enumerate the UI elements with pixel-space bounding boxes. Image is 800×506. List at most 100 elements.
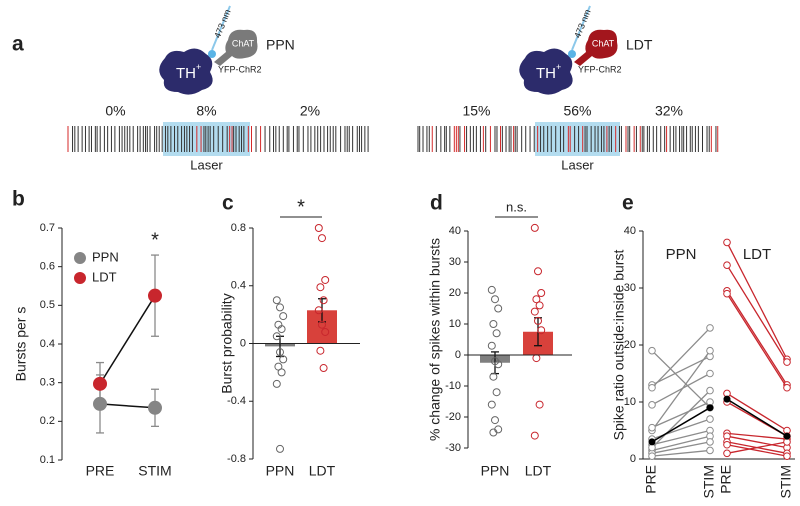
mean-point — [723, 395, 731, 403]
pair-line — [726, 242, 788, 360]
laser-window — [163, 122, 250, 156]
y-tick-label: 0 — [630, 453, 636, 465]
data-point — [783, 452, 791, 460]
data-point — [537, 326, 546, 335]
y-tick-label: 20 — [449, 287, 461, 299]
chat-cell — [574, 29, 618, 66]
percentage: 15% — [462, 103, 490, 119]
mean-line — [651, 407, 711, 443]
y-tick-label: 0.6 — [40, 261, 55, 273]
diagram-right: 473 nm ChAT TH+ YFP-ChR2 LDT — [519, 5, 653, 95]
data-point — [316, 283, 325, 292]
data-point — [314, 306, 323, 315]
pair-line — [651, 441, 711, 454]
region-label: LDT — [626, 37, 653, 53]
data-point — [783, 383, 791, 392]
x-tick-label: PRE — [86, 463, 115, 479]
pair-line — [651, 355, 711, 386]
mean-point — [648, 438, 656, 446]
point — [93, 396, 107, 411]
data-point — [492, 329, 501, 338]
fiber — [571, 5, 591, 51]
data-point — [706, 346, 714, 355]
data-point — [723, 289, 731, 298]
x-tick-label: PPN — [481, 463, 510, 479]
wavelength: 473 nm — [212, 8, 233, 40]
pair-line — [651, 390, 711, 449]
group-label: PPN — [666, 246, 697, 263]
th-cell — [159, 48, 213, 95]
y-tick-label: 0.1 — [40, 454, 55, 466]
data-point — [530, 223, 539, 232]
data-point — [277, 368, 286, 377]
partner-label: ChAT — [592, 38, 615, 48]
point — [148, 400, 162, 415]
y-tick-label: 0 — [455, 349, 461, 361]
data-point — [530, 307, 539, 316]
y-tick-label: 40 — [624, 225, 636, 237]
cell-label: TH+ — [176, 62, 201, 82]
y-tick-label: -30 — [445, 442, 461, 454]
data-point — [276, 444, 284, 453]
data-point — [706, 438, 714, 446]
data-point — [532, 295, 541, 304]
y-tick-label: -0.4 — [227, 395, 246, 407]
data-point — [489, 428, 498, 437]
legend-marker — [74, 252, 86, 264]
stim-label: Laser — [561, 157, 594, 172]
pair-line — [651, 350, 711, 409]
data-point — [321, 275, 330, 284]
data-point — [648, 452, 656, 460]
pair-line — [726, 293, 788, 389]
x-tick-label: LDT — [525, 463, 552, 479]
data-point — [534, 267, 542, 276]
y-tick-label: 0.5 — [40, 299, 55, 311]
data-point — [706, 446, 714, 455]
data-point — [723, 238, 731, 247]
series-line — [99, 295, 156, 385]
percentage: 8% — [196, 103, 216, 119]
series-line — [99, 403, 156, 409]
panel-label: b — [12, 188, 25, 211]
data-point — [537, 289, 546, 297]
pair-line — [651, 401, 711, 429]
data-point — [487, 285, 496, 294]
x-tick-label: PRE — [718, 465, 734, 494]
x-tick-label: STIM — [778, 465, 794, 498]
opsin-label: YFP-ChR2 — [218, 64, 262, 74]
data-point — [272, 379, 281, 388]
data-point — [487, 400, 496, 409]
mean-point — [706, 404, 714, 412]
y-tick-label: 0.4 — [231, 280, 246, 292]
data-point — [279, 355, 288, 364]
cell-label: TH+ — [536, 62, 561, 82]
panel-label: a — [12, 33, 24, 56]
pair-line — [651, 449, 711, 457]
x-tick-label: STIM — [701, 465, 717, 498]
y-tick-label: 20 — [624, 339, 636, 351]
pair-line — [651, 327, 711, 389]
pair-line — [726, 392, 788, 432]
y-tick-label: 0.3 — [40, 377, 55, 389]
th-cell — [519, 48, 573, 95]
x-tick-label: PPN — [266, 463, 295, 479]
data-point — [535, 301, 544, 310]
data-point — [648, 401, 656, 409]
data-point — [487, 341, 496, 350]
y-tick-label: 0.7 — [40, 222, 55, 234]
data-point — [321, 327, 330, 336]
data-point — [783, 358, 791, 366]
x-tick-label: STIM — [138, 463, 171, 479]
pair-line — [726, 290, 788, 386]
data-point — [489, 320, 498, 328]
data-point — [319, 296, 328, 305]
data-point — [494, 304, 503, 313]
data-point — [494, 360, 503, 369]
chat-cell — [214, 29, 258, 66]
wavelength: 473 nm — [572, 8, 593, 40]
data-point — [648, 423, 656, 432]
group-label: LDT — [743, 246, 771, 263]
cell-sup: + — [196, 62, 201, 72]
significance: * — [151, 229, 159, 251]
